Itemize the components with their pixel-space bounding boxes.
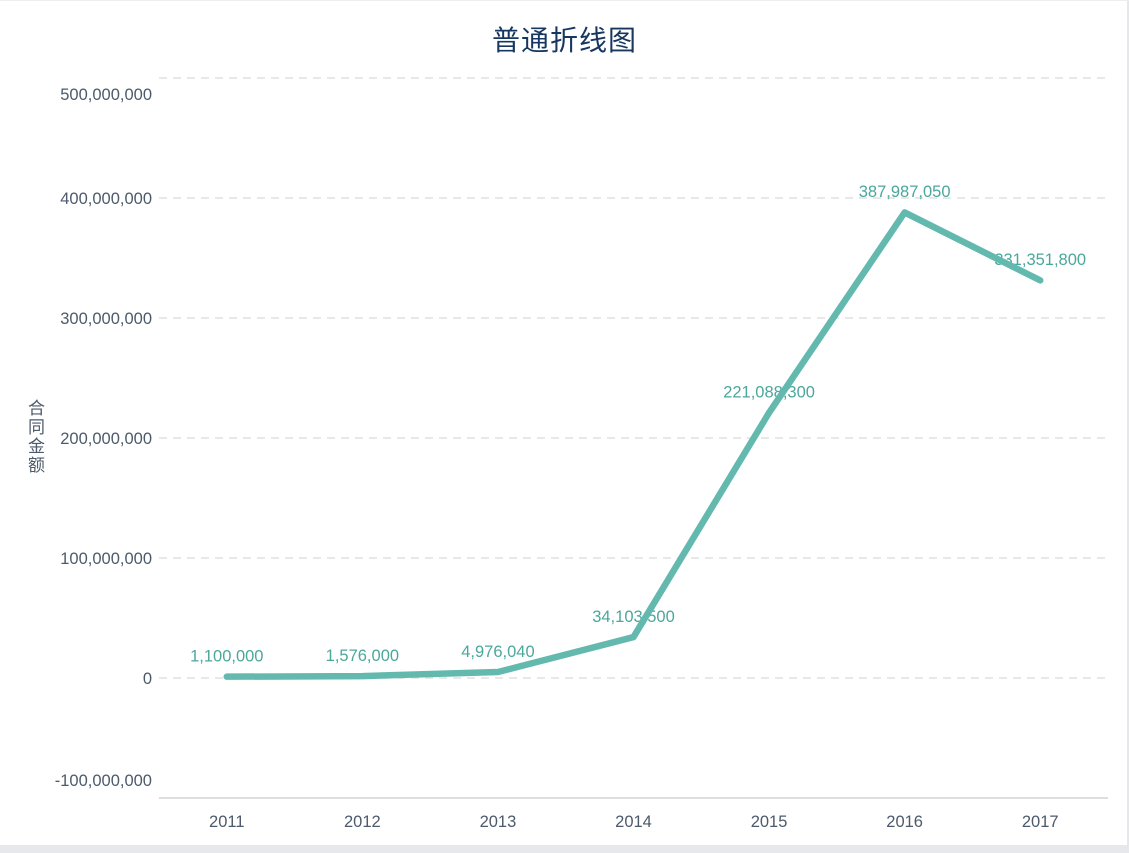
bottom-scrollbar-track bbox=[0, 845, 1129, 853]
y-axis-title: 合同金额 bbox=[25, 399, 44, 475]
data-label: 34,103,500 bbox=[592, 608, 675, 626]
y-tick-label: 200,000,000 bbox=[60, 430, 152, 448]
x-tick-label: 2016 bbox=[886, 813, 923, 831]
data-label: 331,351,800 bbox=[994, 251, 1086, 269]
data-label: 1,100,000 bbox=[190, 647, 263, 665]
data-label: 387,987,050 bbox=[859, 183, 951, 201]
y-tick-label: 0 bbox=[143, 670, 152, 688]
series-line bbox=[223, 209, 1044, 680]
x-tick-label: 2015 bbox=[751, 813, 788, 831]
x-tick-label: 2014 bbox=[615, 813, 652, 831]
y-tick-label: -100,000,000 bbox=[55, 772, 152, 790]
y-tick-label: 100,000,000 bbox=[60, 550, 152, 568]
chart-title: 普通折线图 bbox=[491, 25, 637, 56]
x-tick-label: 2013 bbox=[480, 813, 517, 831]
data-label: 4,976,040 bbox=[461, 643, 534, 661]
x-tick-label: 2017 bbox=[1022, 813, 1059, 831]
x-tick-label: 2012 bbox=[344, 813, 381, 831]
right-edge-border bbox=[1127, 1, 1129, 853]
data-label: 221,088,300 bbox=[723, 383, 815, 401]
y-tick-label: 500,000,000 bbox=[60, 86, 152, 104]
y-tick-label: 400,000,000 bbox=[60, 190, 152, 208]
data-label: 1,576,000 bbox=[326, 647, 399, 665]
x-tick-label: 2011 bbox=[209, 813, 244, 831]
y-tick-label: 300,000,000 bbox=[60, 310, 152, 328]
